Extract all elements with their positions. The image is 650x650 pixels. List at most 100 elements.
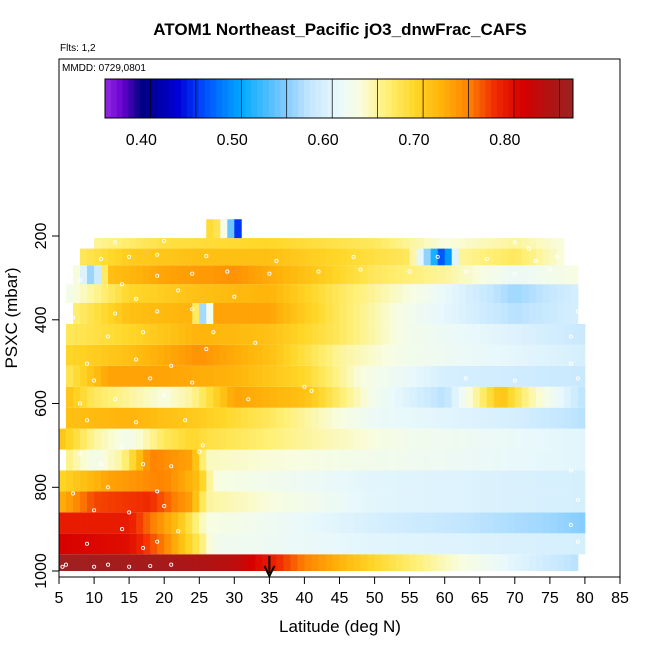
heat-cell-16 [367,238,375,249]
heat-cell-1 [262,533,270,555]
heat-cell-0 [444,554,453,571]
heat-cell-9 [171,365,179,387]
colorbar-segment [403,79,410,118]
heat-cell-3 [367,491,375,513]
heat-cell-6 [437,428,446,450]
heat-cell-9 [108,365,116,387]
heat-cell-10 [192,344,200,366]
heat-cell-12 [325,303,333,324]
colorbar-segment [432,79,439,118]
heat-cell-7 [500,407,509,429]
heat-cell-13 [192,284,200,303]
heat-cell-9 [283,365,291,387]
heat-cell-2 [108,512,116,534]
heat-cell-6 [381,428,389,450]
obs-point [127,510,132,515]
heat-cell-1 [248,533,256,555]
heat-cell-14 [143,265,151,285]
heat-cell-8 [360,386,368,408]
heat-cell-16 [409,238,418,249]
heat-cell-9 [157,365,165,387]
heat-cell-14 [199,265,207,285]
heat-cell-0 [458,554,467,571]
obs-point [463,269,468,274]
heat-cell-3 [409,491,418,513]
heat-cell-11 [535,323,544,345]
heat-cell-7 [227,407,235,429]
heat-cell-8 [136,386,144,408]
heat-cell-13 [570,284,579,303]
heat-cell-3 [353,491,361,513]
heat-cell-13 [220,284,228,303]
obs-point [169,464,174,469]
obs-point [267,271,272,276]
heat-cell-10 [157,344,165,366]
heat-cell-4 [318,470,326,492]
heat-cell-9 [493,365,502,387]
heat-cell-11 [213,323,221,345]
heat-cell-1 [514,533,523,555]
heat-cell-13 [451,284,460,303]
obs-point [533,259,538,264]
heat-cell-6 [549,428,558,450]
heat-cell-11 [549,323,558,345]
obs-point [547,267,552,272]
heat-cell-12 [297,303,305,324]
heat-cell-7 [430,407,439,429]
heat-cell-5 [143,449,151,471]
heat-cell-13 [255,284,263,303]
heat-cell-13 [395,284,404,303]
heat-cell-8 [73,386,81,408]
heat-cell-16 [262,238,270,249]
heat-cell-8 [178,386,186,408]
heat-cell-0 [59,554,67,571]
colorbar-segment [333,79,340,118]
colorbar-segment [379,79,387,118]
heat-cell-2 [213,512,221,534]
heat-cell-6 [444,428,453,450]
heat-cell-5 [178,449,186,471]
heat-cell-4 [360,470,368,492]
heat-cell-2 [262,512,270,534]
heat-cell-5 [542,449,551,471]
heat-cell-1 [507,533,516,555]
heat-cell-12 [304,303,312,324]
heat-cell-3 [157,491,165,513]
heat-cell-11 [570,323,579,345]
heat-cell-12 [360,303,368,324]
heat-cell-6 [507,428,516,450]
heat-cell-10 [367,344,375,366]
colorbar-segment [268,79,276,118]
marker-arrow-head [263,565,276,579]
colorbar-segment [239,79,246,118]
heat-cell-14 [514,265,523,285]
heat-cell-4 [395,470,404,492]
heat-cell-6 [353,428,361,450]
heat-cell-6 [262,428,270,450]
heat-cell-12 [542,303,551,324]
heat-cell-15 [514,248,523,266]
heat-cell-11 [248,323,256,345]
heat-cell-13 [227,284,235,303]
heat-cell-15 [402,248,411,266]
heat-cell-15 [395,248,404,266]
heat-cell-16 [507,238,516,249]
heat-cell-14 [493,265,502,285]
heat-cell-6 [213,428,221,450]
heat-cell-3 [451,491,460,513]
heat-cell-13 [381,284,389,303]
heat-cell-16 [108,238,116,249]
heat-cell-10 [451,344,460,366]
heat-cell-11 [381,323,389,345]
heat-cell-5 [185,449,193,471]
heat-cell-13 [297,284,305,303]
heat-cell-13 [563,284,572,303]
heat-cell-16 [444,238,453,249]
heat-cell-12 [472,303,481,324]
colorbar-segment [444,79,451,118]
heat-cell-8 [227,386,235,408]
heat-cell-14 [570,265,579,285]
heat-cell-15 [150,248,158,266]
heat-cell-11 [129,323,137,345]
heat-cell-16 [402,238,411,249]
